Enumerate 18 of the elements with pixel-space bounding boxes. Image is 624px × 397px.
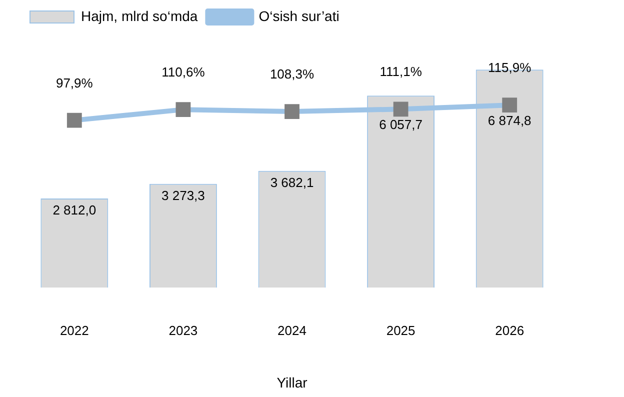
legend-label: O‘sish sur’ati [258, 8, 340, 24]
data-label: 6 057,7 [379, 117, 422, 132]
data-label: 97,9% [56, 75, 94, 90]
data-label: 3 682,1 [270, 174, 314, 190]
x-tick-label: 2022 [60, 322, 89, 338]
x-axis-title: Yillar [276, 374, 308, 390]
data-label: 110,6% [162, 64, 206, 80]
data-label: 2 812,0 [52, 202, 96, 218]
x-tick-label: 2026 [495, 322, 524, 338]
data-label: 111,1% [380, 64, 422, 80]
legend-label: Hajm, mlrd so‘mda [81, 8, 198, 24]
x-tick-label: 2023 [168, 322, 198, 338]
data-label: 115,9% [488, 60, 532, 76]
data-label: 3 273,3 [162, 188, 205, 203]
data-label: 108,3% [270, 66, 314, 82]
x-tick-label: 2025 [386, 322, 416, 338]
x-tick-label: 2024 [278, 322, 306, 338]
data-label: 6 874,8 [488, 113, 532, 128]
